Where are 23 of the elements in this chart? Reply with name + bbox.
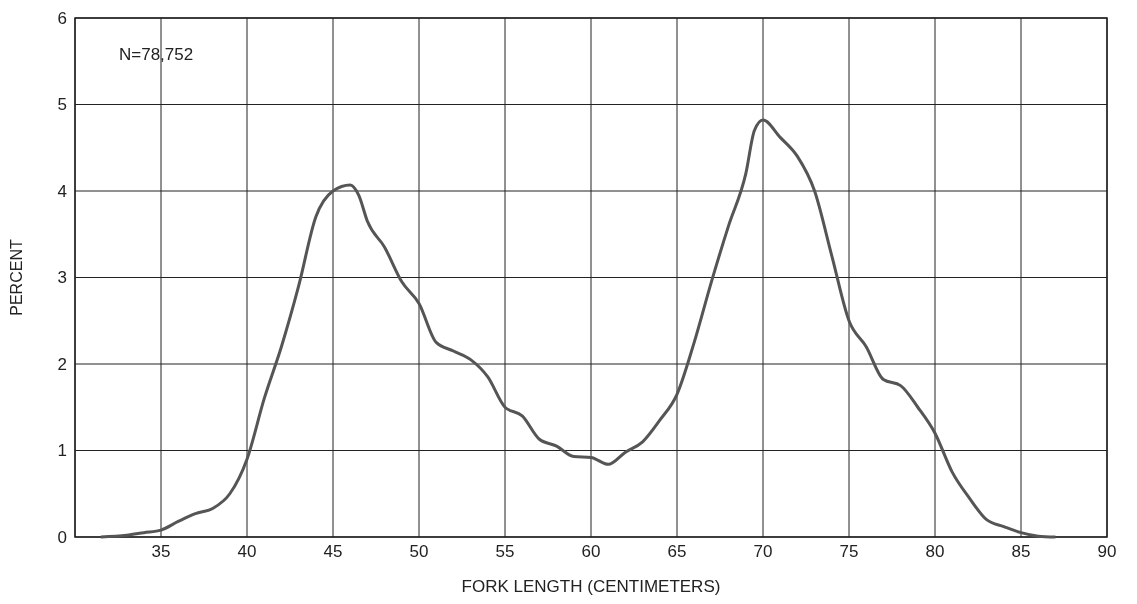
x-tick-label: 55 xyxy=(495,542,515,561)
annotation: N=78,752 xyxy=(119,45,194,64)
x-axis-title: FORK LENGTH (CENTIMETERS) xyxy=(461,577,721,596)
x-tick-label: 85 xyxy=(1011,542,1031,561)
y-tick-label: 2 xyxy=(57,354,67,374)
y-tick-label: 1 xyxy=(57,441,67,461)
y-axis-title: PERCENT xyxy=(8,239,25,316)
y-tick-label: 3 xyxy=(57,268,67,288)
y-tick-label: 5 xyxy=(57,95,67,115)
x-tick-label: 60 xyxy=(581,542,601,561)
x-tick-label: 75 xyxy=(839,542,859,561)
line-series xyxy=(99,118,1057,539)
y-tick-label: 6 xyxy=(57,8,67,28)
y-tick-label: 0 xyxy=(57,527,67,547)
x-tick-label: 45 xyxy=(323,542,343,561)
x-tick-label: 70 xyxy=(753,542,773,561)
y-tick-label: 4 xyxy=(57,181,67,201)
x-tick-label: 80 xyxy=(925,542,945,561)
x-tick-label: 50 xyxy=(409,542,429,561)
x-tick-label: 40 xyxy=(237,542,257,561)
x-tick-label: 90 xyxy=(1097,542,1117,561)
x-tick-label: 65 xyxy=(667,542,687,561)
x-tick-label: 35 xyxy=(151,542,171,561)
